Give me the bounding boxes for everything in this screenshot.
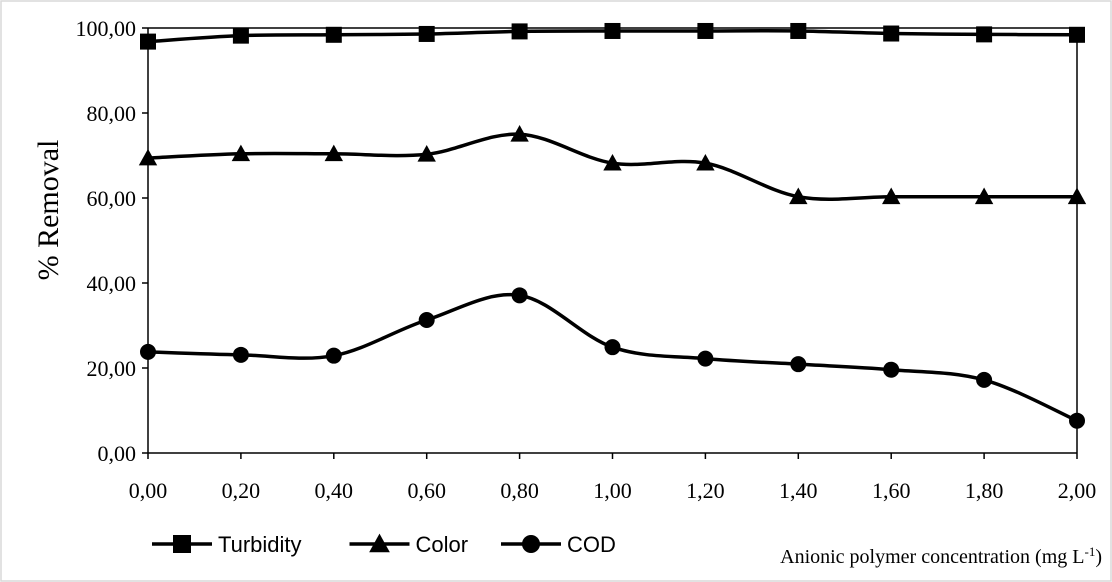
series-point-cod	[140, 343, 156, 360]
legend-label-turbidity: Turbidity	[218, 532, 302, 557]
series-point-color	[324, 144, 343, 162]
series-group	[138, 22, 1087, 429]
axes: 0,00 20,00 40,00 60,00 80,00 100,00 0,00 0,20 0,…	[76, 16, 1097, 503]
x-axis-label-sup: -1	[1084, 544, 1095, 559]
y-tick-label: 20,00	[87, 356, 137, 381]
series-point-color	[696, 153, 715, 171]
legend-label-color: Color	[416, 532, 469, 557]
x-axis-label: Anionic polymer concentration (mg L-1)	[780, 544, 1102, 569]
x-tick-label: 1,80	[965, 478, 1004, 503]
series-point-turbidity	[976, 26, 993, 43]
legend-marker-turbidity	[173, 535, 191, 553]
y-tick-label: 40,00	[87, 271, 137, 296]
series-point-turbidity	[790, 22, 807, 39]
legend-label-cod: COD	[567, 532, 616, 557]
series-point-color	[417, 145, 436, 162]
legend-marker-color	[369, 533, 390, 553]
series-point-color	[603, 153, 622, 171]
series-point-cod	[697, 350, 714, 367]
y-tick-label: 0,00	[98, 441, 137, 466]
x-tick-label: 2,00	[1058, 478, 1097, 503]
series-point-cod	[883, 361, 900, 378]
y-tick-label: 80,00	[87, 101, 137, 126]
series-point-color	[138, 148, 158, 166]
series-point-cod	[418, 311, 435, 328]
y-tick-label: 100,00	[76, 16, 137, 41]
series-point-turbidity	[604, 22, 621, 39]
series-point-turbidity	[325, 26, 342, 43]
series-point-turbidity	[418, 25, 435, 42]
series-point-color	[510, 125, 529, 142]
series-point-color	[789, 187, 808, 205]
x-axis-label-close: )	[1095, 546, 1102, 568]
series-point-cod	[790, 356, 807, 373]
x-tick-label: 0,60	[407, 478, 446, 503]
x-tick-label: 0,00	[129, 478, 168, 503]
x-tick-label: 1,00	[593, 478, 632, 503]
y-tick-label: 60,00	[87, 186, 137, 211]
series-point-turbidity	[140, 33, 156, 50]
series-point-color	[1067, 187, 1087, 205]
series-point-color	[974, 187, 994, 205]
series-point-cod	[976, 371, 993, 388]
x-tick-label: 0,20	[222, 478, 261, 503]
series-point-turbidity	[697, 22, 714, 39]
series-point-turbidity	[511, 23, 528, 40]
x-tick-label: 0,80	[500, 478, 539, 503]
y-axis-label: % Removal	[32, 140, 65, 281]
series-point-color	[231, 144, 251, 162]
legend: Turbidity Color COD	[152, 532, 616, 557]
series-point-cod	[604, 339, 621, 356]
series-point-cod	[511, 287, 528, 304]
series-point-turbidity	[1069, 26, 1085, 43]
series-point-turbidity	[232, 27, 249, 44]
x-tick-label: 1,40	[779, 478, 818, 503]
legend-marker-cod	[522, 535, 540, 553]
x-tick-label: 0,40	[315, 478, 354, 503]
series-point-cod	[232, 346, 249, 363]
series-point-cod	[1069, 412, 1085, 429]
x-axis-label-base: Anionic polymer concentration (mg L	[780, 546, 1084, 568]
series-point-color	[882, 187, 901, 205]
x-tick-label: 1,60	[872, 478, 911, 503]
series-point-turbidity	[883, 25, 900, 42]
x-tick-label: 1,20	[686, 478, 725, 503]
series-point-cod	[325, 347, 342, 364]
